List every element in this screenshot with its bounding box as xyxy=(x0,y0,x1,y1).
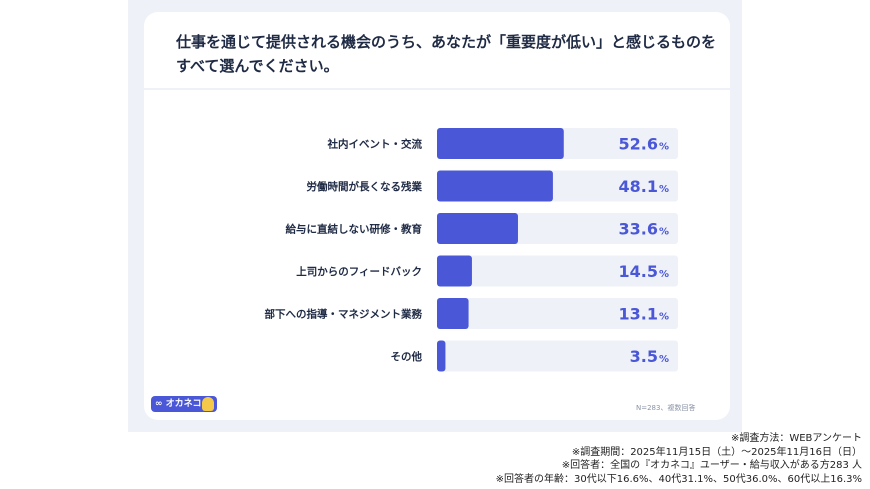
bar-track xyxy=(437,340,678,372)
value-label: 33.6% xyxy=(618,220,669,239)
bar xyxy=(437,255,472,287)
chart-title: 仕事を通じて提供される機会のうち、あなたが「重要度が低い」と感じるものをすべて選… xyxy=(176,33,717,75)
footnote-age: ※回答者の年齢：30代以下16.6%、40代31.1%、50代36.0%、60代… xyxy=(495,473,862,485)
bar xyxy=(437,340,446,372)
category-label: 部下への指導・マネジメント業務 xyxy=(265,308,423,321)
category-label: 社内イベント・交流 xyxy=(327,138,423,151)
category-label: その他 xyxy=(391,350,423,363)
value-label: 52.6% xyxy=(618,135,669,154)
bar xyxy=(437,170,553,202)
bar xyxy=(437,128,564,159)
bar xyxy=(437,213,518,244)
footnote-method: ※調査方法：WEBアンケート xyxy=(730,433,862,444)
category-label: 給与に直結しない研修・教育 xyxy=(286,223,423,236)
footnote-period: ※調査期間：2025年11月15日（土）〜2025年11月16日（日） xyxy=(571,446,862,458)
value-label: 13.1% xyxy=(618,305,669,324)
question-card xyxy=(144,12,730,88)
cat-icon xyxy=(202,397,214,411)
logo-text: ∞ オカネコ xyxy=(155,399,202,409)
value-label: 3.5% xyxy=(630,347,669,366)
sample-note: N=283、複数回答 xyxy=(636,404,696,412)
okaneko-logo: ∞ オカネコ xyxy=(151,396,217,412)
footnote-respondents: ※回答者：全国の『オカネコ』ユーザー・給与収入がある方283 人 xyxy=(561,460,862,471)
bar xyxy=(437,298,469,329)
category-label: 上司からのフィードバック xyxy=(296,265,422,278)
value-label: 48.1% xyxy=(618,177,669,196)
bar-track xyxy=(437,298,678,329)
category-label: 労働時間が長くなる残業 xyxy=(307,180,423,193)
footnotes: ※調査方法：WEBアンケート ※調査期間：2025年11月15日（土）〜2025… xyxy=(496,432,862,486)
value-label: 14.5% xyxy=(618,262,669,281)
bar-track xyxy=(437,255,678,287)
